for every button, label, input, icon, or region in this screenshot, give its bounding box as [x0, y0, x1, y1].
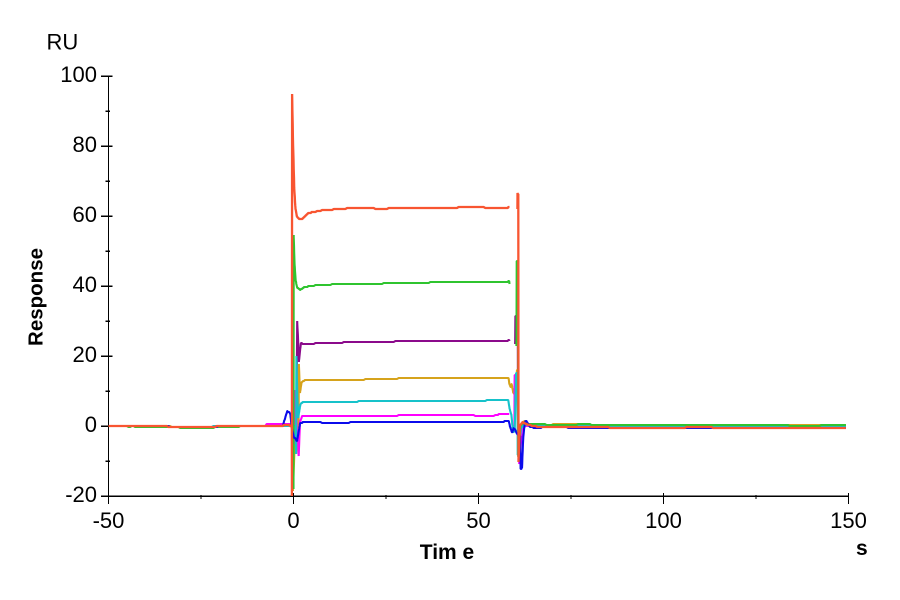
svg-text:50: 50	[466, 508, 490, 533]
svg-text:0: 0	[287, 508, 299, 533]
svg-text:-50: -50	[93, 508, 125, 533]
svg-text:-20: -20	[65, 482, 97, 507]
svg-text:40: 40	[73, 272, 97, 297]
svg-text:Response: Response	[25, 248, 48, 346]
svg-text:RU: RU	[47, 30, 79, 55]
svg-text:20: 20	[73, 342, 97, 367]
svg-text:100: 100	[645, 508, 682, 533]
svg-text:150: 150	[830, 508, 867, 533]
svg-text:0: 0	[85, 412, 97, 437]
svg-text:100: 100	[60, 62, 97, 87]
svg-text:Tim e: Tim e	[420, 541, 474, 564]
svg-text:s: s	[856, 537, 868, 560]
svg-text:60: 60	[73, 202, 97, 227]
svg-text:80: 80	[73, 132, 97, 157]
